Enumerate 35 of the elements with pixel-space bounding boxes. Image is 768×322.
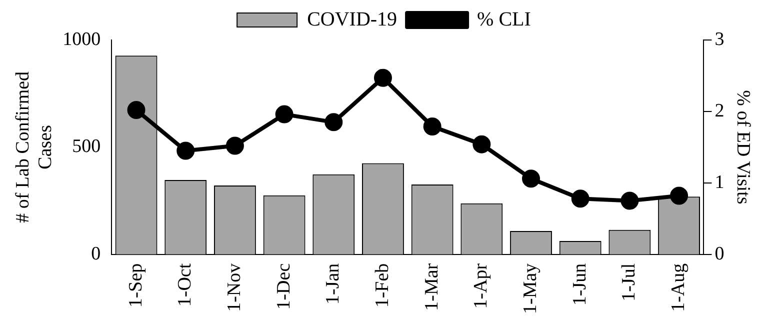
- point: [275, 105, 294, 124]
- x-tick-label: 1-May: [520, 262, 541, 314]
- x-tick-label: 1-Feb: [372, 263, 393, 308]
- point: [127, 101, 146, 120]
- point: [670, 186, 688, 205]
- y2-tick-label: 3: [714, 28, 724, 50]
- x-tick-label: 1-Jan: [322, 262, 344, 304]
- point: [522, 170, 540, 188]
- x-tick-label: 1-Jun: [569, 262, 590, 306]
- legend-label: % CLI: [477, 8, 531, 30]
- point: [324, 113, 343, 132]
- x-tick-label: 1-Apr: [470, 262, 492, 309]
- point: [571, 190, 590, 208]
- x-tick-label: 1-Jul: [618, 263, 640, 302]
- x-tick-label: 1-Dec: [273, 263, 294, 310]
- y2-axis-title: % of ED Visits: [732, 90, 754, 204]
- point: [176, 142, 195, 160]
- x-tick-label: 1-Nov: [224, 262, 245, 312]
- y2-tick-label: 0: [714, 243, 724, 264]
- point: [226, 136, 244, 155]
- y-axis-title: # of Lab Confirmed Cases: [12, 70, 56, 223]
- x-tick-label: 1-Aug: [668, 262, 690, 312]
- y-tick-label: 1000: [62, 28, 101, 50]
- y-tick-label: 0: [91, 243, 101, 264]
- y2-tick-label: 1: [714, 172, 724, 193]
- legend-label: COVID-19: [307, 8, 398, 30]
- point: [374, 68, 392, 87]
- y-tick-label: 500: [72, 136, 101, 158]
- point: [423, 117, 442, 136]
- x-tick-label: 1-Mar: [421, 262, 442, 311]
- x-tick-label: 1-Oct: [174, 262, 196, 307]
- y2-tick-label: 2: [714, 100, 724, 122]
- point: [472, 135, 491, 154]
- x-tick-label: 1-Sep: [125, 263, 146, 308]
- point: [620, 192, 639, 210]
